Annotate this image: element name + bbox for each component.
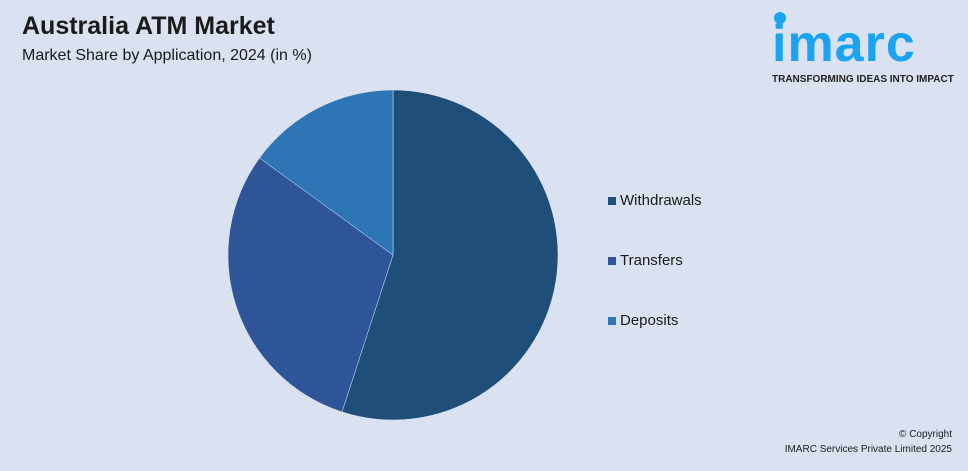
- legend-item-transfers: Transfers: [608, 252, 683, 269]
- pie-slice-withdrawals: [341, 89, 559, 421]
- legend-item-deposits: Deposits: [608, 312, 678, 329]
- logo-dot: [774, 12, 786, 24]
- legend-swatch: [608, 256, 616, 265]
- logo-word: imarc: [772, 15, 916, 73]
- chart-subtitle: Market Share by Application, 2024 (in %): [22, 47, 312, 64]
- legend-swatch: [608, 196, 616, 205]
- logo-tagline: TRANSFORMING IDEAS INTO IMPACT: [772, 74, 954, 85]
- imarc-logo: imarc TRANSFORMING IDEAS INTO IMPACT: [772, 10, 958, 85]
- pie-slice-transfers: [227, 157, 394, 413]
- copyright-line: © Copyright: [899, 429, 952, 440]
- company-line: IMARC Services Private Limited 2025: [784, 444, 952, 455]
- legend-label: Transfers: [620, 252, 683, 269]
- copyright: © Copyright IMARC Services Private Limit…: [785, 427, 952, 457]
- pie-slice-deposits: [259, 89, 394, 256]
- legend-label: Deposits: [620, 312, 679, 329]
- legend-swatch: [608, 316, 616, 325]
- legend-label: Withdrawals: [620, 192, 702, 209]
- legend-item-withdrawals: Withdrawals: [608, 192, 702, 209]
- chart-title: Australia ATM Market: [22, 12, 275, 40]
